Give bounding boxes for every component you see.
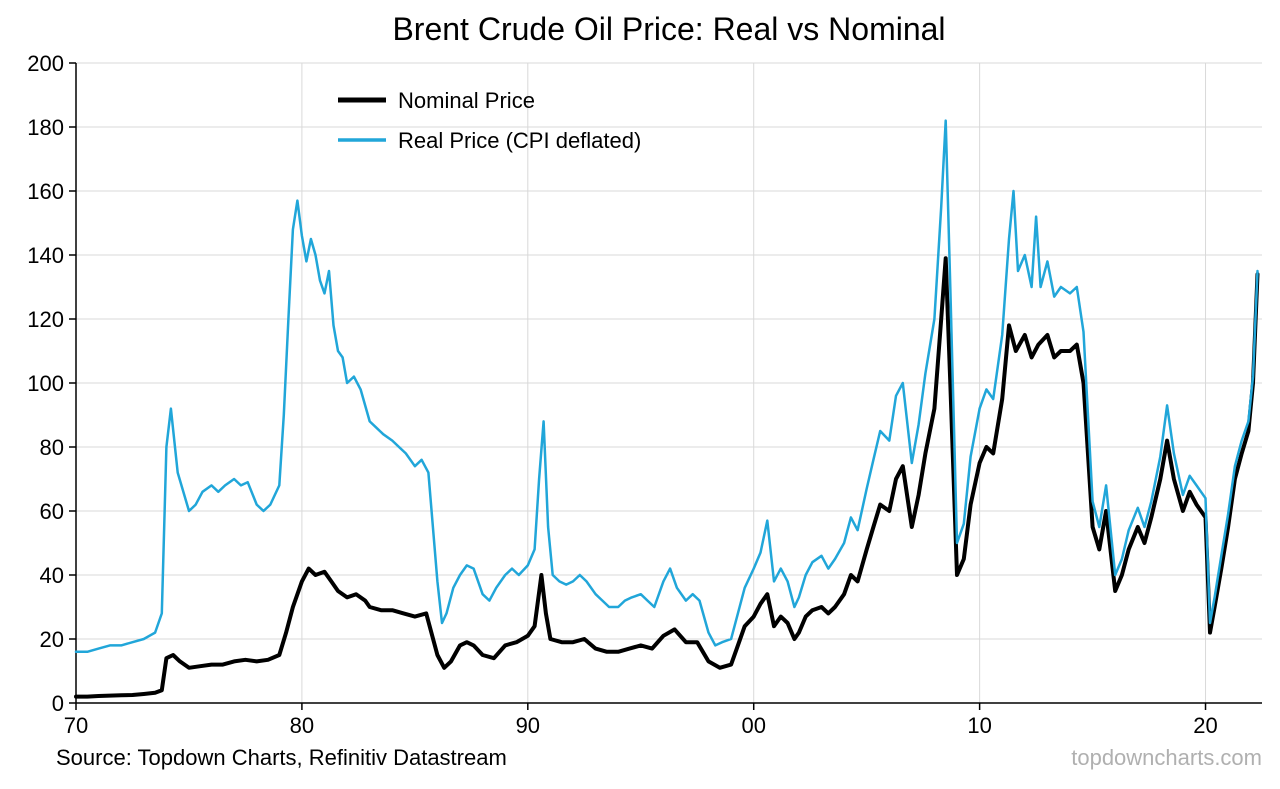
x-tick-label: 20: [1193, 713, 1217, 738]
legend-label: Real Price (CPI deflated): [398, 128, 641, 153]
series-real-price-cpi-deflated-: [76, 121, 1258, 652]
y-tick-label: 120: [27, 307, 64, 332]
y-tick-label: 0: [52, 691, 64, 716]
y-tick-label: 60: [40, 499, 64, 524]
y-tick-label: 180: [27, 115, 64, 140]
y-tick-label: 100: [27, 371, 64, 396]
y-tick-label: 200: [27, 51, 64, 76]
series-nominal-price: [76, 258, 1258, 696]
credit-text: topdowncharts.com: [1071, 745, 1262, 770]
legend: Nominal Price Real Price (CPI deflated): [338, 88, 641, 153]
x-tick-label: 90: [516, 713, 540, 738]
x-tick-label: 00: [741, 713, 765, 738]
y-tick-label: 160: [27, 179, 64, 204]
line-chart: Brent Crude Oil Price: Real vs Nominal 0…: [0, 0, 1280, 789]
x-tick-labels: 70 80 90 00 10 20: [64, 713, 1218, 738]
x-tick-label: 70: [64, 713, 88, 738]
x-tick-label: 10: [967, 713, 991, 738]
chart-title: Brent Crude Oil Price: Real vs Nominal: [392, 11, 945, 47]
y-tick-label: 40: [40, 563, 64, 588]
x-tick-label: 80: [290, 713, 314, 738]
y-tick-label: 80: [40, 435, 64, 460]
source-text: Source: Topdown Charts, Refinitiv Datast…: [56, 745, 507, 770]
data-series: [76, 121, 1258, 697]
y-tick-label: 140: [27, 243, 64, 268]
y-tick-labels: 0 20 40 60 80 100 120 140 160 180 200: [27, 51, 64, 716]
legend-label: Nominal Price: [398, 88, 535, 113]
y-tick-label: 20: [40, 627, 64, 652]
